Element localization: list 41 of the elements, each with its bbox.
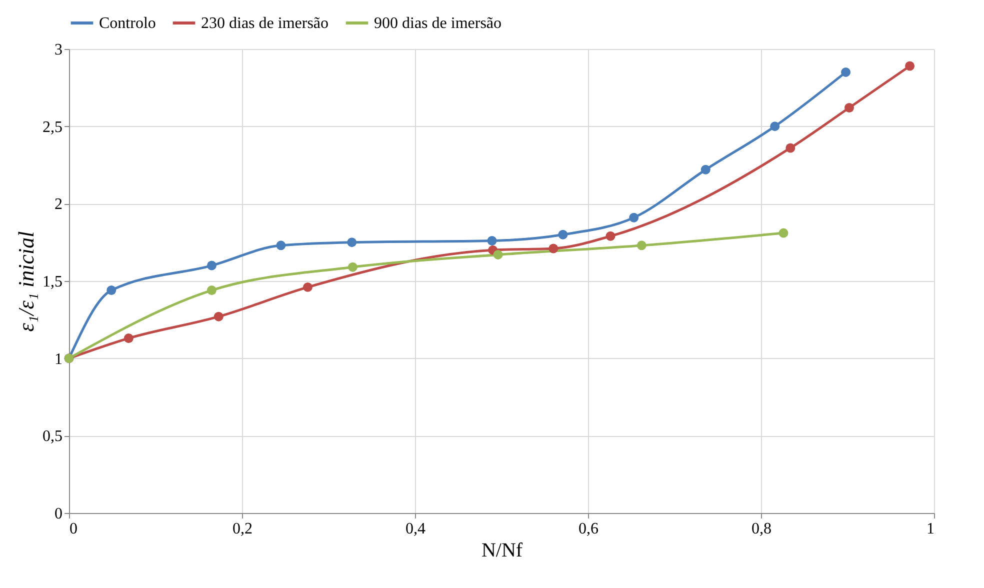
point [106, 286, 116, 296]
point [841, 67, 851, 77]
x-tick-label: 0,4 [406, 520, 426, 538]
legend-label: Controlo [99, 15, 156, 32]
y-tick-label: 2,5 [42, 118, 62, 136]
point [700, 164, 710, 174]
y-tick-label: 1,5 [42, 274, 62, 290]
point [206, 260, 216, 270]
point [606, 231, 616, 241]
x-tick-label: 0,8 [752, 520, 772, 538]
point [276, 240, 286, 250]
x-axis-title: N/Nf [481, 540, 523, 562]
y-tick-label: 0,5 [42, 428, 62, 446]
point [548, 244, 558, 254]
point [786, 143, 796, 153]
point [629, 212, 639, 222]
point [206, 286, 216, 296]
point [214, 312, 224, 322]
point [348, 262, 358, 272]
y-axis-title: ε₁/ε₁ inicial [14, 231, 38, 332]
point [905, 61, 915, 71]
point [558, 230, 568, 240]
point [844, 103, 854, 113]
point [487, 236, 497, 246]
point [302, 282, 312, 292]
point [778, 228, 788, 238]
legend-label: 900 dias de imersão [374, 15, 502, 32]
legend-label: 230 dias de imersão [201, 15, 329, 32]
point [770, 122, 780, 132]
y-tick-label: 0 [54, 506, 62, 522]
point [347, 238, 357, 248]
point [636, 240, 646, 250]
x-tick-label: 0,6 [578, 520, 598, 538]
y-tick-label: 3 [54, 42, 62, 58]
point [124, 333, 134, 343]
x-tick-label: 1 [926, 520, 934, 538]
point [493, 250, 503, 260]
y-tick-label: 2 [54, 196, 62, 214]
y-tick-label: 1 [54, 350, 62, 368]
x-tick-label: 0 [70, 520, 78, 538]
x-tick-label: 0,2 [232, 520, 252, 538]
